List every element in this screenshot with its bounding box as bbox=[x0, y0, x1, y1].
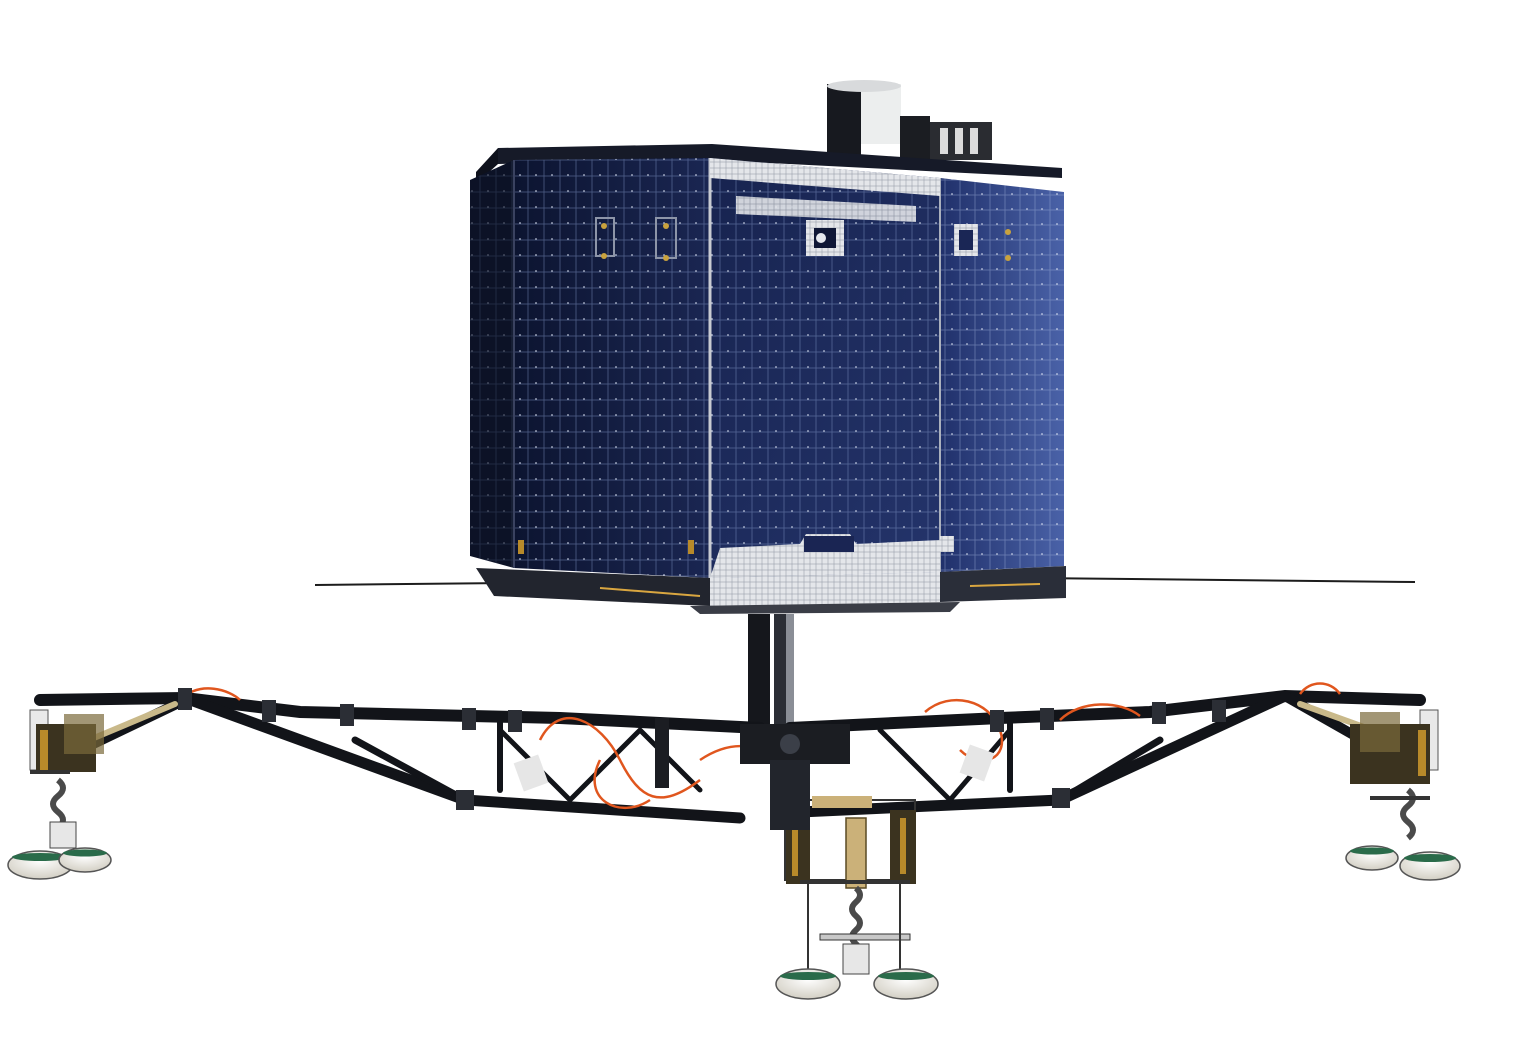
left-foot bbox=[7, 709, 112, 880]
center-foot bbox=[775, 799, 939, 1000]
top-lid bbox=[498, 144, 1062, 178]
right-foot bbox=[1345, 709, 1461, 881]
joints bbox=[178, 688, 1226, 810]
central-column bbox=[748, 614, 794, 724]
gimbal-mechanism bbox=[740, 724, 872, 830]
right-antenna bbox=[1029, 577, 1416, 583]
top-instrument bbox=[827, 80, 992, 160]
solar-panel-body bbox=[470, 158, 1064, 578]
base-band bbox=[476, 566, 1066, 614]
truss-instruments bbox=[513, 718, 995, 792]
